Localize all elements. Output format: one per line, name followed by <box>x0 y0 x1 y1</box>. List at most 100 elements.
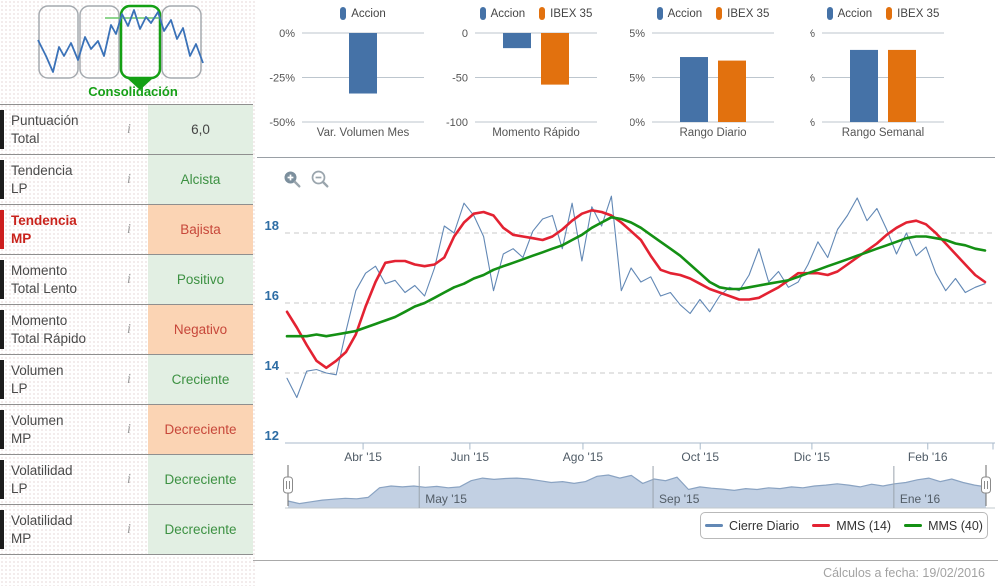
trend-phase-thumbnail: Consolidación <box>0 0 255 103</box>
price-chart: 18 16 14 12 Abr '15 Jun '15 Ago '15 Oct '15 Dic … <box>265 195 995 509</box>
info-icon[interactable]: i <box>127 521 131 537</box>
y-axis-label: 12 <box>265 428 279 443</box>
section-divider <box>257 157 995 158</box>
metric-value: Bajista <box>148 205 253 254</box>
metric-label: Volatilidad MP <box>11 512 73 546</box>
mini-chart-legend: Accion IBEX 35 <box>788 7 978 20</box>
score-row-momento-lento[interactable]: Momento Total Lento i Positivo <box>0 255 253 305</box>
info-icon[interactable]: i <box>127 221 131 237</box>
bar-accion <box>349 33 377 94</box>
info-icon[interactable]: i <box>127 271 131 287</box>
bar-ibex-35 <box>718 60 746 122</box>
zoom-in-button[interactable] <box>283 170 302 189</box>
axis-tick-label: -100 <box>446 117 468 129</box>
score-row-volatilidad-mp[interactable]: Volatilidad MP i Decreciente <box>0 505 253 555</box>
price-sparkline <box>37 9 204 73</box>
score-row-tendencia-mp[interactable]: Tendencia MP i Bajista <box>0 205 253 255</box>
row-accent-bar <box>0 310 4 349</box>
mini-chart-caption: Rango Semanal <box>841 127 925 139</box>
metric-label: Volumen LP <box>11 362 64 396</box>
mini-bar-plot: 10% 5% 0% <box>810 28 944 129</box>
metric-value: Positivo <box>148 255 253 304</box>
row-accent-bar <box>0 260 4 299</box>
legend-item-mms-14[interactable]: MMS (14) <box>812 519 891 533</box>
info-icon[interactable]: i <box>127 171 131 187</box>
axis-tick-label: 0% <box>810 117 815 129</box>
score-row-momento-rapido[interactable]: Momento Total Rápido i Negativo <box>0 305 253 355</box>
bar-accion <box>680 57 708 122</box>
phase-box <box>38 5 79 79</box>
accion-swatch-icon <box>479 7 486 20</box>
info-icon[interactable]: i <box>127 421 131 437</box>
mini-chart-legend: Accion IBEX 35 <box>441 7 631 20</box>
legend-item-mms-40[interactable]: MMS (40) <box>904 519 983 533</box>
axis-tick-label: 5% <box>810 73 815 85</box>
indicator-panel: Consolidación Puntuación Total i 6,0 Tend… <box>0 0 255 586</box>
info-icon[interactable]: i <box>127 321 131 337</box>
score-row-volatilidad-lp[interactable]: Volatilidad LP i Decreciente <box>0 455 253 505</box>
x-axis-label: Ago '15 <box>563 450 604 464</box>
x-axis-label: Feb '16 <box>908 450 948 464</box>
bar-ibex-35 <box>888 49 916 122</box>
score-row-puntuacion-total[interactable]: Puntuación Total i 6,0 <box>0 105 253 155</box>
navigator-label: Sep '15 <box>659 492 700 506</box>
ibex-swatch-icon <box>886 7 893 20</box>
metric-label: Tendencia LP <box>11 162 73 196</box>
mini-chart-caption: Momento Rápido <box>492 127 580 139</box>
mini-chart-rango-semanal: Accion IBEX 35 10% 5% 0% Rango Semanal <box>810 0 1000 150</box>
footer-divider <box>253 560 998 561</box>
row-accent-bar <box>0 460 4 499</box>
metric-value: Creciente <box>148 355 253 404</box>
row-accent-bar <box>0 110 4 149</box>
legend-item-ibex: IBEX 35 <box>539 7 592 20</box>
series-mms-40- <box>285 215 987 338</box>
mini-bar-plot: 0 -50 -100 <box>446 28 597 129</box>
score-row-volumen-mp[interactable]: Volumen MP i Decreciente <box>0 405 253 455</box>
phase-box-active <box>119 4 162 80</box>
x-axis-label: Dic '15 <box>794 450 831 464</box>
bar-accion <box>503 33 531 49</box>
legend-item-accion: Accion <box>340 7 386 20</box>
axis-tick-label: 10% <box>810 28 815 40</box>
mini-chart-legend: Accion IBEX 35 <box>618 7 808 20</box>
metric-label: Volatilidad LP <box>11 462 73 496</box>
mms-40-line-icon <box>904 524 923 527</box>
mms-14-line-icon <box>812 524 831 527</box>
row-accent-bar <box>0 510 4 549</box>
cierre-diario-line-icon <box>705 524 724 527</box>
y-axis-label: 14 <box>265 358 280 373</box>
navigator-handle-left[interactable] <box>283 465 293 506</box>
info-icon[interactable]: i <box>127 121 131 137</box>
navigator-area[interactable] <box>288 475 986 508</box>
legend-item-cierre-diario[interactable]: Cierre Diario <box>705 519 799 533</box>
navigator-handle-right[interactable] <box>981 465 991 506</box>
mini-chart-legend: Accion <box>268 7 458 20</box>
x-axis-label: Oct '15 <box>681 450 719 464</box>
mini-chart-rango-diario: Accion IBEX 35 5% 2.5% 0% Rango Diario <box>630 0 820 150</box>
zoom-out-button[interactable] <box>311 170 330 189</box>
metric-label: Momento Total Lento <box>11 262 78 296</box>
row-accent-bar <box>0 160 4 199</box>
metric-value: Decreciente <box>148 455 253 504</box>
axis-tick-label: -25% <box>269 73 295 85</box>
accion-swatch-icon <box>656 7 663 20</box>
legend-item-accion: Accion <box>656 7 702 20</box>
metric-value: Negativo <box>148 305 253 354</box>
axis-tick-label: 5% <box>630 28 645 40</box>
accion-swatch-icon <box>340 7 347 20</box>
score-row-volumen-lp[interactable]: Volumen LP i Creciente <box>0 355 253 405</box>
y-axis-label: 18 <box>265 218 279 233</box>
x-axis-label: Abr '15 <box>344 450 382 464</box>
info-icon[interactable]: i <box>127 471 131 487</box>
legend-item-accion: Accion <box>826 7 872 20</box>
score-row-tendencia-lp[interactable]: Tendencia LP i Alcista <box>0 155 253 205</box>
bar-accion <box>850 49 878 122</box>
metric-label: Tendencia MP <box>11 212 77 246</box>
trend-phase-label: Consolidación <box>88 84 178 99</box>
phase-box <box>79 5 120 79</box>
navigator-outline <box>287 474 987 505</box>
navigator-label: May '15 <box>425 492 467 506</box>
info-icon[interactable]: i <box>127 371 131 387</box>
mini-bar-plot: 5% 2.5% 0% <box>630 28 774 129</box>
metric-value: 6,0 <box>148 105 253 154</box>
